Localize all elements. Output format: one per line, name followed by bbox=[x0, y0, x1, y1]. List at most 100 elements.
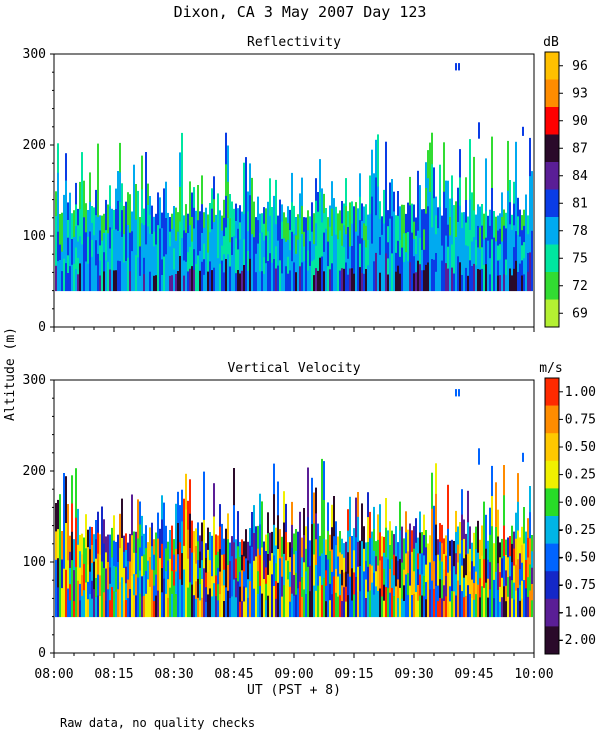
heatmap-cell bbox=[261, 501, 263, 525]
heatmap-cell bbox=[281, 256, 283, 274]
heatmap-cell bbox=[511, 229, 513, 246]
heatmap-cell bbox=[137, 257, 139, 292]
heatmap-cell bbox=[231, 219, 233, 238]
heatmap-cell bbox=[347, 552, 349, 575]
heatmap-cell bbox=[407, 551, 409, 574]
heatmap-cell bbox=[57, 202, 59, 233]
heatmap-cell bbox=[351, 568, 353, 585]
heatmap-cell bbox=[243, 265, 245, 292]
heatmap-cell bbox=[485, 582, 487, 618]
heatmap-cell bbox=[225, 587, 227, 618]
heatmap-cell bbox=[107, 589, 109, 618]
heatmap-cell bbox=[217, 225, 219, 259]
heatmap-cell bbox=[313, 213, 315, 230]
heatmap-cell bbox=[451, 175, 453, 199]
heatmap-cell bbox=[515, 201, 517, 232]
colorbar-label: 0.00 bbox=[565, 495, 596, 510]
heatmap-cell bbox=[187, 213, 189, 234]
heatmap-cell bbox=[291, 202, 293, 233]
heatmap-cell bbox=[111, 229, 113, 251]
heatmap-cell bbox=[113, 540, 115, 567]
heatmap-cell bbox=[433, 588, 435, 618]
heatmap-cell bbox=[297, 239, 299, 266]
heatmap-cell bbox=[141, 536, 143, 557]
heatmap-cell bbox=[383, 584, 385, 602]
heatmap-cell bbox=[311, 261, 313, 292]
heatmap-cell bbox=[461, 540, 463, 567]
heatmap-cell bbox=[97, 217, 99, 255]
heatmap-cell bbox=[489, 209, 491, 227]
heatmap-cell bbox=[385, 216, 387, 254]
heatmap-cell bbox=[61, 271, 63, 292]
heatmap-cell bbox=[195, 210, 197, 238]
heatmap-cell bbox=[377, 539, 379, 566]
heatmap-cell bbox=[475, 239, 477, 266]
heatmap-cell bbox=[179, 152, 181, 188]
heatmap-cell bbox=[261, 524, 263, 548]
heatmap-cell bbox=[391, 559, 393, 589]
heatmap-cell bbox=[161, 543, 163, 569]
heatmap-cell bbox=[99, 596, 101, 618]
heatmap-cell bbox=[213, 516, 215, 551]
heatmap-cell bbox=[221, 230, 223, 247]
heatmap-cell bbox=[395, 215, 397, 235]
heatmap-cell bbox=[361, 503, 363, 542]
heatmap-cell bbox=[399, 273, 401, 292]
heatmap-cell bbox=[177, 585, 179, 618]
heatmap-cell bbox=[145, 525, 147, 549]
heatmap-cell bbox=[405, 595, 407, 618]
heatmap-cell bbox=[343, 225, 345, 248]
heatmap-cell bbox=[379, 532, 381, 561]
heatmap-cell bbox=[475, 214, 477, 241]
heatmap-cell bbox=[299, 217, 301, 243]
heatmap-cell bbox=[473, 237, 475, 265]
heatmap-cell bbox=[509, 180, 511, 203]
heatmap-cell bbox=[117, 171, 119, 202]
heatmap-cell bbox=[429, 589, 431, 618]
heatmap-cell bbox=[129, 232, 131, 253]
heatmap-cell bbox=[251, 234, 253, 263]
heatmap-cell bbox=[109, 227, 111, 249]
heatmap-cell bbox=[75, 247, 77, 270]
heatmap-cell bbox=[317, 251, 319, 272]
heatmap-cell bbox=[193, 552, 195, 575]
heatmap-cell bbox=[481, 225, 483, 248]
heatmap-cell bbox=[135, 255, 137, 292]
heatmap-cell bbox=[229, 266, 231, 292]
heatmap-cell bbox=[475, 594, 477, 618]
heatmap-cell bbox=[359, 173, 361, 198]
heatmap-cell bbox=[251, 177, 253, 207]
heatmap-cell bbox=[315, 590, 317, 618]
heatmap-cell bbox=[501, 217, 503, 242]
colorbar-unit-velocity: m/s bbox=[539, 361, 562, 376]
heatmap-cell bbox=[217, 551, 219, 569]
heatmap-cell bbox=[79, 181, 81, 210]
heatmap-cell bbox=[431, 164, 433, 197]
x-tick-label: 08:00 bbox=[34, 667, 73, 682]
heatmap-cell bbox=[191, 241, 193, 267]
heatmap-cell bbox=[283, 553, 285, 586]
heatmap-cell bbox=[57, 261, 59, 292]
heatmap-cell bbox=[397, 265, 399, 292]
heatmap-cell bbox=[505, 539, 507, 556]
heatmap-cell bbox=[195, 563, 197, 582]
heatmap-cell bbox=[259, 493, 261, 525]
heatmap-cell bbox=[209, 588, 211, 618]
heatmap-cell bbox=[87, 236, 89, 265]
heatmap-cell bbox=[433, 505, 435, 534]
heatmap-cell bbox=[133, 552, 135, 575]
heatmap-cell bbox=[387, 559, 389, 589]
heatmap-cell bbox=[313, 585, 315, 618]
heatmap-cell bbox=[67, 220, 69, 239]
heatmap-cell bbox=[171, 229, 173, 245]
heatmap-cell bbox=[183, 522, 185, 547]
heatmap-cell bbox=[259, 213, 261, 234]
heatmap-cell bbox=[125, 231, 127, 262]
heatmap-cell bbox=[195, 599, 197, 618]
heatmap-cell bbox=[467, 231, 469, 247]
heatmap-cell bbox=[401, 526, 403, 546]
heatmap-cell bbox=[433, 259, 435, 292]
heatmap-cell bbox=[295, 572, 297, 596]
heatmap-cell bbox=[217, 584, 219, 601]
heatmap-cell bbox=[429, 191, 431, 242]
